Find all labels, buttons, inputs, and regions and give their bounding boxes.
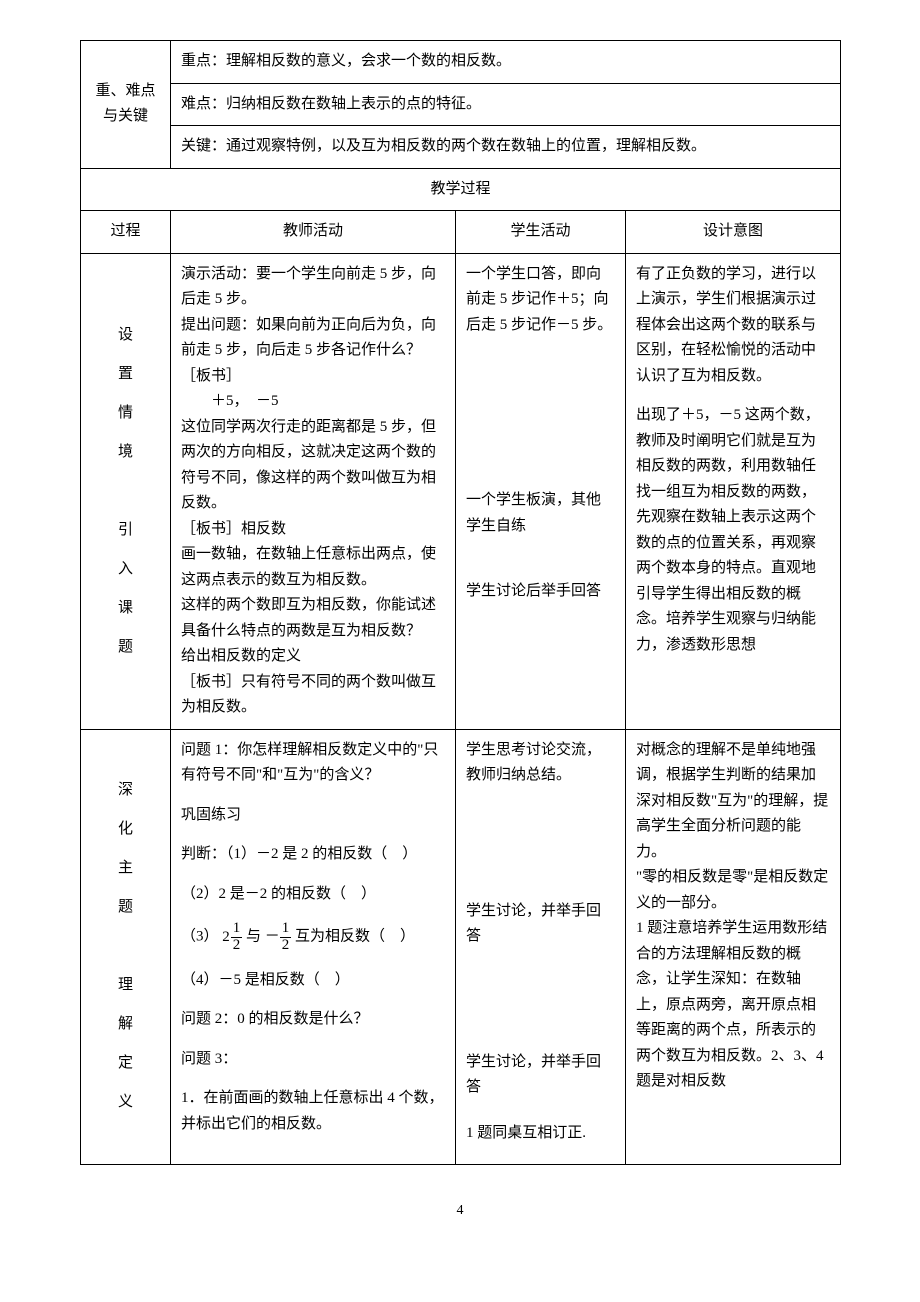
teacher-p: 提出问题：如果向前为正向后为负，向前走 5 步，向后走 5 步各记作什么？ bbox=[181, 313, 445, 364]
phase-char: 解 bbox=[91, 1005, 160, 1044]
j1: （1）－2 是 2 的相反数（ ） bbox=[226, 846, 417, 862]
phase-char: 情 bbox=[91, 394, 160, 433]
teacher-q3: 问题 3： bbox=[181, 1047, 445, 1073]
phase-char: 题 bbox=[91, 888, 160, 927]
column-header-row: 过程 教师活动 学生活动 设计意图 bbox=[81, 211, 841, 254]
teacher-p: ［板书］ bbox=[181, 364, 445, 390]
page-number: 4 bbox=[80, 1199, 840, 1223]
difficulty-text: 难点：归纳相反数在数轴上表示的点的特征。 bbox=[181, 92, 830, 118]
phase-char: 入 bbox=[91, 550, 160, 589]
student-p: 学生思考讨论交流，教师归纳总结。 bbox=[466, 738, 615, 789]
student-activity-1: 一个学生口答，即向前走 5 步记作＋5；向后走 5 步记作－5 步。 一个学生板… bbox=[456, 253, 626, 729]
student-p: 学生讨论，并举手回答 bbox=[466, 1050, 615, 1101]
key-cell: 关键：通过观察特例，以及互为相反数的两个数在数轴上的位置，理解相反数。 bbox=[171, 126, 841, 169]
j3-suffix: 互为相反数（ ） bbox=[295, 929, 415, 945]
j4: （4）－5 是相反数（ ） bbox=[181, 968, 445, 994]
frac-num: 1 bbox=[280, 921, 292, 938]
teacher-q1: 问题 1：你怎样理解相反数定义中的"只有符号不同"和"互为"的含义？ bbox=[181, 738, 445, 789]
student-p: 学生讨论后举手回答 bbox=[466, 579, 615, 605]
j3-prefix: （3） bbox=[181, 929, 219, 945]
key-label-line2: 与关键 bbox=[91, 104, 160, 130]
phase-char: 题 bbox=[91, 628, 160, 667]
phase-char: 主 bbox=[91, 849, 160, 888]
j2: （2）2 是－2 的相反数（ ） bbox=[181, 882, 445, 908]
key-label-line1: 重、难点 bbox=[91, 79, 160, 105]
phase-char: 化 bbox=[91, 810, 160, 849]
phase-deepen-row: 深 化 主 题 理 解 定 义 问题 1：你怎样理解相反数定义中的"只有符号不同… bbox=[81, 729, 841, 1165]
teacher-p: 这位同学两次行走的距离都是 5 步，但两次的方向相反，这就决定这两个数的符号不同… bbox=[181, 415, 445, 517]
phase-char: 置 bbox=[91, 355, 160, 394]
focus-text: 重点：理解相反数的意义，会求一个数的相反数。 bbox=[181, 49, 830, 75]
design-intent-1: 有了正负数的学习，进行以上演示，学生们根据演示过程体会出这两个数的联系与区别，在… bbox=[626, 253, 841, 729]
j3-mid: 与 bbox=[246, 929, 261, 945]
design-p: 对概念的理解不是单纯地强调，根据学生判断的结果加深对相反数"互为"的理解，提高学… bbox=[636, 738, 830, 866]
phase-deepen-label: 深 化 主 题 理 解 定 义 bbox=[81, 729, 171, 1165]
ex-label: 巩固练习 bbox=[181, 803, 445, 829]
phase-setup-label: 设 置 情 境 引 入 课 题 bbox=[81, 253, 171, 729]
teacher-p: 演示活动：要一个学生向前走 5 步，向后走 5 步。 bbox=[181, 262, 445, 313]
student-p: 一个学生板演，其他学生自练 bbox=[466, 488, 615, 539]
student-p: 1 题同桌互相订正. bbox=[466, 1121, 615, 1147]
focus-cell: 重点：理解相反数的意义，会求一个数的相反数。 bbox=[171, 41, 841, 84]
design-p: 1 题注意培养学生运用数形结合的方法理解相反数的概念，让学生深知：在数轴上，原点… bbox=[636, 916, 830, 1095]
process-title-row: 教学过程 bbox=[81, 168, 841, 211]
process-title: 教学过程 bbox=[81, 168, 841, 211]
teacher-q2: 问题 2：0 的相反数是什么？ bbox=[181, 1007, 445, 1033]
teacher-p: ［板书］相反数 bbox=[181, 517, 445, 543]
lesson-plan-table: 重、难点 与关键 重点：理解相反数的意义，会求一个数的相反数。 难点：归纳相反数… bbox=[80, 40, 841, 1165]
phase-char: 境 bbox=[91, 433, 160, 472]
design-intent-2: 对概念的理解不是单纯地强调，根据学生判断的结果加深对相反数"互为"的理解，提高学… bbox=[626, 729, 841, 1165]
design-p: 出现了＋5，－5 这两个数，教师及时阐明它们就是互为相反数的两数，利用数轴任找一… bbox=[636, 403, 830, 658]
student-activity-2: 学生思考讨论交流，教师归纳总结。 学生讨论，并举手回答 学生讨论，并举手回答 1… bbox=[456, 729, 626, 1165]
key-points-row: 重、难点 与关键 重点：理解相反数的意义，会求一个数的相反数。 bbox=[81, 41, 841, 84]
frac-den: 2 bbox=[231, 938, 243, 954]
mixed-whole: 2 bbox=[222, 925, 230, 951]
phase-char: 设 bbox=[91, 316, 160, 355]
fraction: 1 2 bbox=[231, 921, 243, 954]
key-points-label-cell: 重、难点 与关键 bbox=[81, 41, 171, 169]
phase-char: 定 bbox=[91, 1044, 160, 1083]
design-p: 有了正负数的学习，进行以上演示，学生们根据演示过程体会出这两个数的联系与区别，在… bbox=[636, 262, 830, 390]
teacher-activity-2: 问题 1：你怎样理解相反数定义中的"只有符号不同"和"互为"的含义？ 巩固练习 … bbox=[171, 729, 456, 1165]
frac-den: 2 bbox=[280, 938, 292, 954]
phase-char: 课 bbox=[91, 589, 160, 628]
teacher-p: ［板书］只有符号不同的两个数叫做互为相反数。 bbox=[181, 670, 445, 721]
difficulty-cell: 难点：归纳相反数在数轴上表示的点的特征。 bbox=[171, 83, 841, 126]
mixed-fraction: 2 1 2 bbox=[222, 921, 242, 954]
judge-label: 判断： bbox=[181, 846, 226, 862]
col-teacher: 教师活动 bbox=[171, 211, 456, 254]
j3-neg: － bbox=[265, 929, 280, 945]
design-p: "零的相反数是零"是相反数定义的一部分。 bbox=[636, 865, 830, 916]
phase-setup-row: 设 置 情 境 引 入 课 题 演示活动：要一个学生向前走 5 步，向后走 5 … bbox=[81, 253, 841, 729]
phase-char: 义 bbox=[91, 1083, 160, 1122]
phase-char: 理 bbox=[91, 966, 160, 1005]
teacher-p: 画一数轴，在数轴上任意标出两点，使这两点表示的数互为相反数。 bbox=[181, 542, 445, 593]
student-p: 一个学生口答，即向前走 5 步记作＋5；向后走 5 步记作－5 步。 bbox=[466, 262, 615, 339]
col-student: 学生活动 bbox=[456, 211, 626, 254]
col-design: 设计意图 bbox=[626, 211, 841, 254]
student-p: 学生讨论，并举手回答 bbox=[466, 899, 615, 950]
phase-gap bbox=[91, 472, 160, 511]
teacher-p: ＋5， －5 bbox=[181, 389, 445, 415]
teacher-q3-1: 1．在前面画的数轴上任意标出 4 个数，并标出它们的相反数。 bbox=[181, 1086, 445, 1137]
judge-line-1: 判断：（1）－2 是 2 的相反数（ ） bbox=[181, 842, 445, 868]
fraction: 1 2 bbox=[280, 921, 292, 954]
frac-num: 1 bbox=[231, 921, 243, 938]
teacher-p: 给出相反数的定义 bbox=[181, 644, 445, 670]
phase-char: 深 bbox=[91, 771, 160, 810]
j3: （3） 2 1 2 与 － 1 2 互为相反数（ ） bbox=[181, 921, 445, 954]
teacher-activity-1: 演示活动：要一个学生向前走 5 步，向后走 5 步。 提出问题：如果向前为正向后… bbox=[171, 253, 456, 729]
phase-gap bbox=[91, 927, 160, 966]
phase-char: 引 bbox=[91, 511, 160, 550]
teacher-p: 这样的两个数即互为相反数，你能试述具备什么特点的两数是互为相反数？ bbox=[181, 593, 445, 644]
col-phase: 过程 bbox=[81, 211, 171, 254]
key-text: 关键：通过观察特例，以及互为相反数的两个数在数轴上的位置，理解相反数。 bbox=[181, 134, 830, 160]
lesson-plan-page: 重、难点 与关键 重点：理解相反数的意义，会求一个数的相反数。 难点：归纳相反数… bbox=[80, 40, 840, 1223]
